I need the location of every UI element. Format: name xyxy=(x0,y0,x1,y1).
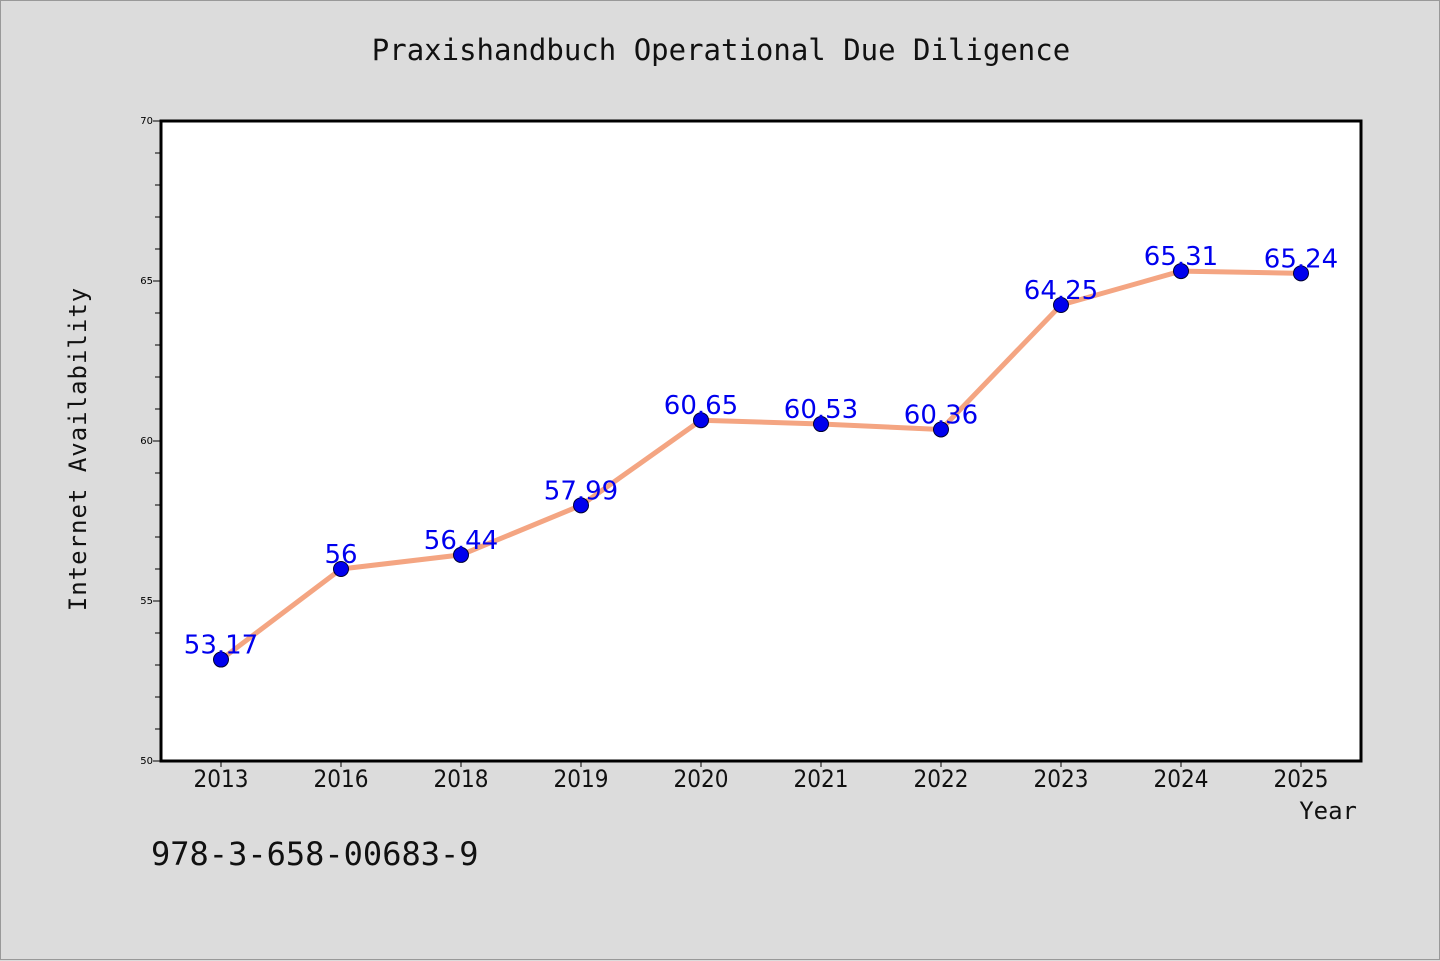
data-label: 65.24 xyxy=(1264,244,1338,274)
data-label: 53.17 xyxy=(184,631,258,661)
data-point xyxy=(453,546,469,563)
data-label: 65.31 xyxy=(1144,242,1218,272)
data-point xyxy=(213,651,229,668)
data-label: 56.44 xyxy=(424,526,498,556)
data-point xyxy=(933,421,949,438)
x-axis-label: Year xyxy=(1299,797,1357,825)
x-tick-label: 2022 xyxy=(914,765,969,793)
data-label: 57.99 xyxy=(544,476,618,506)
y-tick-label: 55 xyxy=(140,596,153,607)
data-point xyxy=(1173,263,1189,280)
x-tick-label: 2013 xyxy=(194,765,249,793)
data-point xyxy=(813,416,829,433)
y-tick-label: 60 xyxy=(140,436,153,447)
plot-area xyxy=(161,121,1361,761)
x-tick-label: 2024 xyxy=(1154,765,1209,793)
data-point xyxy=(573,497,589,514)
y-tick-label: 65 xyxy=(140,276,153,287)
data-label: 64.25 xyxy=(1024,276,1098,306)
x-tick-label: 2020 xyxy=(674,765,729,793)
x-tick-label: 2018 xyxy=(434,765,489,793)
plot-border xyxy=(159,119,1363,763)
x-tick-label: 2016 xyxy=(314,765,369,793)
series-line xyxy=(218,268,1304,663)
data-label: 60.65 xyxy=(664,391,738,421)
y-tick-label: 50 xyxy=(140,756,153,767)
y-tick-label: 70 xyxy=(140,116,153,127)
x-tick-label: 2023 xyxy=(1034,765,1089,793)
isbn-text: 978-3-658-00683-9 xyxy=(151,835,479,873)
data-point xyxy=(1293,265,1309,282)
data-point xyxy=(333,561,349,577)
x-tick-label: 2019 xyxy=(554,765,609,793)
x-tick-label: 2021 xyxy=(794,765,849,793)
data-point xyxy=(693,412,709,429)
data-point xyxy=(1053,297,1069,313)
data-label: 56 xyxy=(324,540,357,570)
chart-title: Praxishandbuch Operational Due Diligence xyxy=(371,33,1071,67)
x-tick-label: 2025 xyxy=(1274,765,1329,793)
data-label: 60.53 xyxy=(784,395,858,425)
data-label: 60.36 xyxy=(904,400,978,430)
